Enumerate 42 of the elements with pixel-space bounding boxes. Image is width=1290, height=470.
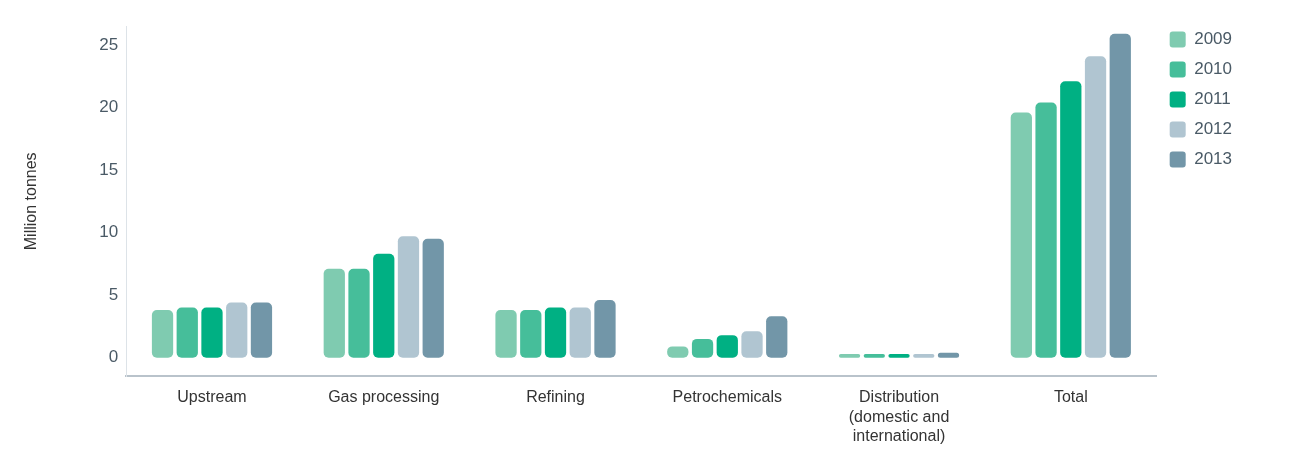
bar	[691, 338, 714, 358]
bar	[422, 238, 444, 358]
bar	[495, 310, 517, 358]
bar	[1109, 33, 1131, 358]
bar	[1035, 102, 1057, 358]
bar	[544, 307, 567, 358]
y-tick-label: 25	[99, 34, 119, 54]
x-tick-label: Petrochemicals	[672, 388, 782, 406]
bar	[766, 316, 788, 358]
bar	[201, 307, 223, 358]
bar	[373, 253, 395, 358]
y-tick-label: 5	[108, 284, 119, 304]
bar	[1060, 81, 1082, 358]
bar	[348, 268, 370, 358]
x-tick-label: Gas processing	[328, 388, 440, 406]
bar	[569, 307, 591, 358]
x-tick-label: Refining	[526, 388, 585, 406]
bar	[716, 335, 738, 358]
y-tick-label: 0	[108, 347, 119, 367]
y-tick-label: 10	[99, 222, 119, 242]
x-tick-label: Total	[1053, 388, 1088, 406]
legend-label: 2012	[1194, 119, 1233, 139]
bar	[1010, 112, 1032, 358]
x-tick-label: Upstream	[177, 388, 247, 406]
y-tick-label: 15	[99, 159, 119, 179]
y-axis-title: Million tonnes	[22, 152, 40, 251]
bar	[323, 268, 345, 358]
legend-label: 2011	[1194, 89, 1231, 109]
bar	[520, 310, 542, 358]
x-tick-label: Distribution (domestic and international)	[848, 388, 950, 444]
legend-label: 2010	[1194, 59, 1233, 79]
y-tick-label: 20	[99, 97, 119, 117]
bar	[594, 300, 616, 358]
bar	[226, 302, 248, 358]
bar	[741, 331, 763, 358]
legend-label: 2009	[1194, 29, 1233, 49]
bar	[397, 236, 420, 358]
legend-label: 2013	[1194, 149, 1233, 169]
bar	[176, 307, 198, 358]
bar	[250, 302, 273, 358]
bar	[1084, 56, 1107, 358]
bar	[151, 310, 174, 358]
